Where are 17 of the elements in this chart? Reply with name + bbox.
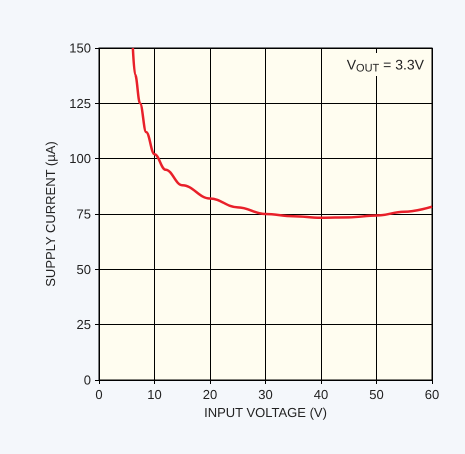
y-tick-label: 50 (76, 262, 91, 277)
y-axis-title: SUPPLY CURRENT (µA) (43, 141, 58, 287)
x-tick-label: 30 (258, 387, 273, 402)
y-tick-label: 100 (69, 151, 91, 166)
x-tick-label: 20 (202, 387, 218, 402)
x-tick-label: 0 (95, 387, 103, 402)
y-tick-label: 25 (76, 317, 91, 332)
x-tick-label: 40 (314, 387, 328, 402)
x-tick-label: 50 (369, 387, 384, 402)
y-tick-label: 150 (69, 40, 91, 56)
x-tick-label: 10 (147, 387, 162, 402)
x-tick-label: 60 (424, 387, 440, 402)
line-series (132, 46, 434, 220)
x-axis-title: INPUT VOLTAGE (V) (204, 404, 327, 420)
y-tick-label: 125 (69, 96, 91, 111)
y-tick-label: 75 (76, 206, 91, 222)
y-tick-label: 0 (84, 372, 91, 388)
